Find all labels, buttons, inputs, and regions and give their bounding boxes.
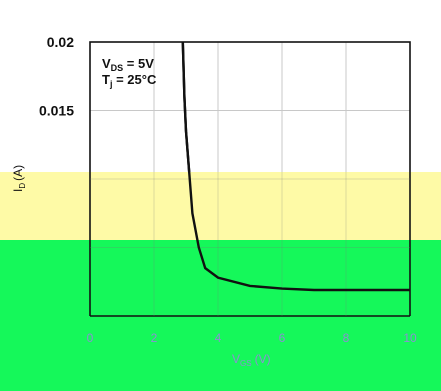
overlay-series [181, 41, 410, 292]
annotation-tj-main: T [102, 72, 110, 87]
annotation-vds-rest: = 5V [123, 56, 154, 71]
y-tick-label: 0.015 [39, 103, 74, 119]
x-tick-label: 2 [151, 331, 158, 345]
y-axis-label: ID (A) [11, 165, 27, 192]
x-axis-label-sub: GS [240, 359, 252, 368]
y-axis-label-unit: (A) [11, 165, 25, 181]
overlay-band-yellow [0, 172, 441, 240]
x-axis-label-main: V [232, 352, 240, 366]
svg-text:VDS = 5V: VDS = 5V [102, 56, 154, 73]
annotation-vds-main: V [102, 56, 111, 71]
x-tick-label: 10 [403, 331, 417, 345]
x-tick-label: 6 [279, 331, 286, 345]
annotation: VDS = 5V Tj = 25°C [102, 56, 157, 89]
x-axis-label-unit: (V) [255, 352, 271, 366]
x-tick-labels: 0 2 4 6 8 10 [87, 331, 417, 345]
x-tick-label: 0 [87, 331, 94, 345]
overlay-grid [90, 172, 410, 316]
svg-text:Tj = 25°C: Tj = 25°C [102, 72, 157, 89]
x-tick-label: 8 [343, 331, 350, 345]
annotation-tj-rest: = 25°C [112, 72, 156, 87]
annotation-tj-sub: j [109, 79, 113, 89]
y-axis-label-main: I [11, 189, 25, 192]
series-line-overlay [181, 41, 410, 292]
x-tick-label: 4 [215, 331, 222, 345]
y-tick-label: 0.02 [47, 34, 74, 50]
y-axis-label-sub: D [18, 183, 27, 189]
annotation-vds-sub: DS [111, 63, 124, 73]
x-axis-label: VGS (V) [232, 352, 271, 368]
